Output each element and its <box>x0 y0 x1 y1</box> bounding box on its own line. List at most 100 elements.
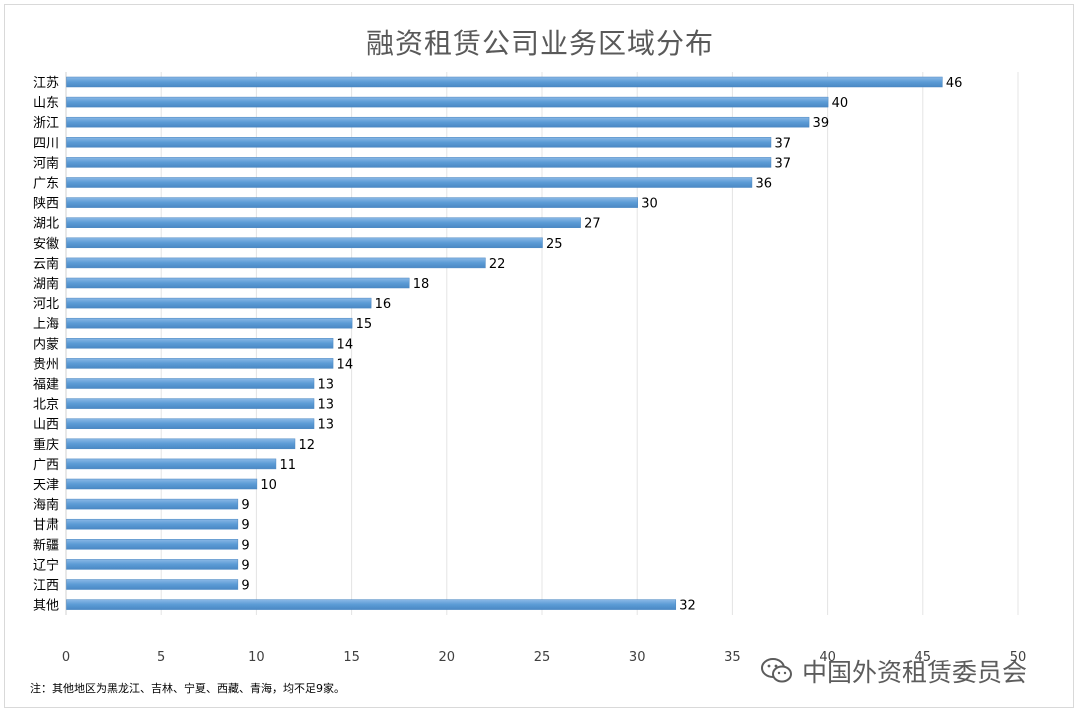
bar <box>66 478 258 490</box>
category-label: 河南 <box>33 155 59 171</box>
x-tick-label: 45 <box>915 650 932 665</box>
bar <box>66 579 239 590</box>
x-tick-label: 30 <box>629 650 646 665</box>
x-tick-label: 5 <box>157 650 165 665</box>
data-label: 13 <box>318 418 335 433</box>
bar <box>66 599 677 610</box>
data-label: 13 <box>318 398 335 413</box>
x-tick-label: 10 <box>248 650 265 665</box>
wechat-icon <box>761 658 792 683</box>
x-tick-label: 35 <box>724 650 741 665</box>
x-tick-labels: 0 5 10 15 20 25 30 35 40 45 50 <box>62 650 1026 665</box>
chart-title: 融资租赁公司业务区域分布 <box>365 27 714 60</box>
category-label: 湖南 <box>33 276 59 292</box>
bar <box>66 438 296 450</box>
category-label: 重庆 <box>33 437 59 453</box>
category-label: 其他 <box>33 599 59 614</box>
category-label: 安徽 <box>33 237 59 252</box>
data-label: 9 <box>241 498 249 513</box>
category-label: 山东 <box>33 96 59 111</box>
x-tick-label: 20 <box>439 650 456 665</box>
category-label: 上海 <box>33 317 59 332</box>
category-label: 江西 <box>33 579 59 594</box>
data-label: 13 <box>318 378 335 393</box>
data-labels: 4640393737363027252218161514141313131211… <box>241 76 962 614</box>
data-label: 9 <box>241 538 249 553</box>
category-label: 云南 <box>33 256 59 272</box>
category-label: 四川 <box>33 136 59 151</box>
x-tick-label: 50 <box>1010 650 1027 665</box>
category-label: 广东 <box>33 177 59 192</box>
bars <box>66 76 943 610</box>
bar <box>66 217 581 228</box>
bar <box>66 458 277 470</box>
data-label: 36 <box>755 177 772 192</box>
footnote: 注：其他地区为黑龙江、吉林、宁夏、西藏、青海，均不足9家。 <box>30 682 345 695</box>
bar <box>66 96 829 108</box>
data-label: 14 <box>337 337 354 352</box>
data-label: 16 <box>375 297 392 312</box>
bar <box>66 76 943 88</box>
category-label: 辽宁 <box>33 557 59 573</box>
category-label: 贵州 <box>33 357 59 372</box>
bar <box>66 539 239 550</box>
bar <box>66 157 772 168</box>
data-label: 27 <box>584 217 601 232</box>
bar <box>66 378 315 389</box>
bar <box>66 277 410 289</box>
watermark-text: 中国外资租赁委员会 <box>802 658 1028 687</box>
data-label: 9 <box>241 518 249 533</box>
bar <box>66 358 334 369</box>
bar <box>66 498 239 510</box>
bar <box>66 518 239 530</box>
bar <box>66 137 772 148</box>
data-label: 25 <box>546 237 563 252</box>
data-label: 46 <box>946 76 963 91</box>
category-label: 新疆 <box>33 537 59 553</box>
category-labels: 江苏山东浙江四川河南广东陕西湖北安徽云南湖南河北上海内蒙贵州福建北京山西重庆广西… <box>33 75 59 614</box>
x-tick-label: 40 <box>819 650 836 665</box>
category-label: 甘肃 <box>33 518 59 533</box>
data-label: 39 <box>813 116 830 131</box>
x-tick-label: 25 <box>534 650 551 665</box>
category-label: 湖北 <box>33 217 59 232</box>
bar <box>66 338 334 349</box>
data-label: 10 <box>260 478 277 493</box>
watermark: 中国外资租赁委员会 <box>760 653 1027 689</box>
bar <box>66 237 543 249</box>
bar <box>66 116 810 128</box>
bar <box>66 398 315 409</box>
category-label: 陕西 <box>33 197 59 212</box>
data-label: 22 <box>489 257 506 272</box>
data-label: 37 <box>774 156 791 171</box>
data-label: 14 <box>337 357 354 372</box>
data-label: 9 <box>241 579 249 594</box>
category-label: 天津 <box>33 478 59 493</box>
bar <box>66 257 486 269</box>
category-label: 江苏 <box>33 75 59 91</box>
data-label: 30 <box>641 197 658 212</box>
data-label: 12 <box>298 438 315 453</box>
x-tick-label: 0 <box>62 650 70 665</box>
data-label: 15 <box>356 317 373 332</box>
category-label: 福建 <box>33 378 59 393</box>
data-label: 18 <box>413 277 430 292</box>
x-tick-label: 15 <box>343 650 360 665</box>
bar <box>66 559 239 570</box>
category-label: 内蒙 <box>33 336 59 352</box>
data-label: 37 <box>774 136 791 151</box>
data-label: 11 <box>279 458 296 473</box>
data-label: 40 <box>832 96 849 111</box>
category-label: 北京 <box>33 398 59 413</box>
bar <box>66 197 638 208</box>
data-label: 9 <box>241 558 249 573</box>
category-label: 河北 <box>33 297 59 312</box>
category-label: 浙江 <box>33 116 59 131</box>
category-label: 海南 <box>33 497 59 513</box>
bar <box>66 317 353 329</box>
bar <box>66 418 315 429</box>
bar <box>66 177 753 188</box>
data-label: 32 <box>679 599 696 614</box>
category-label: 广西 <box>33 458 59 473</box>
